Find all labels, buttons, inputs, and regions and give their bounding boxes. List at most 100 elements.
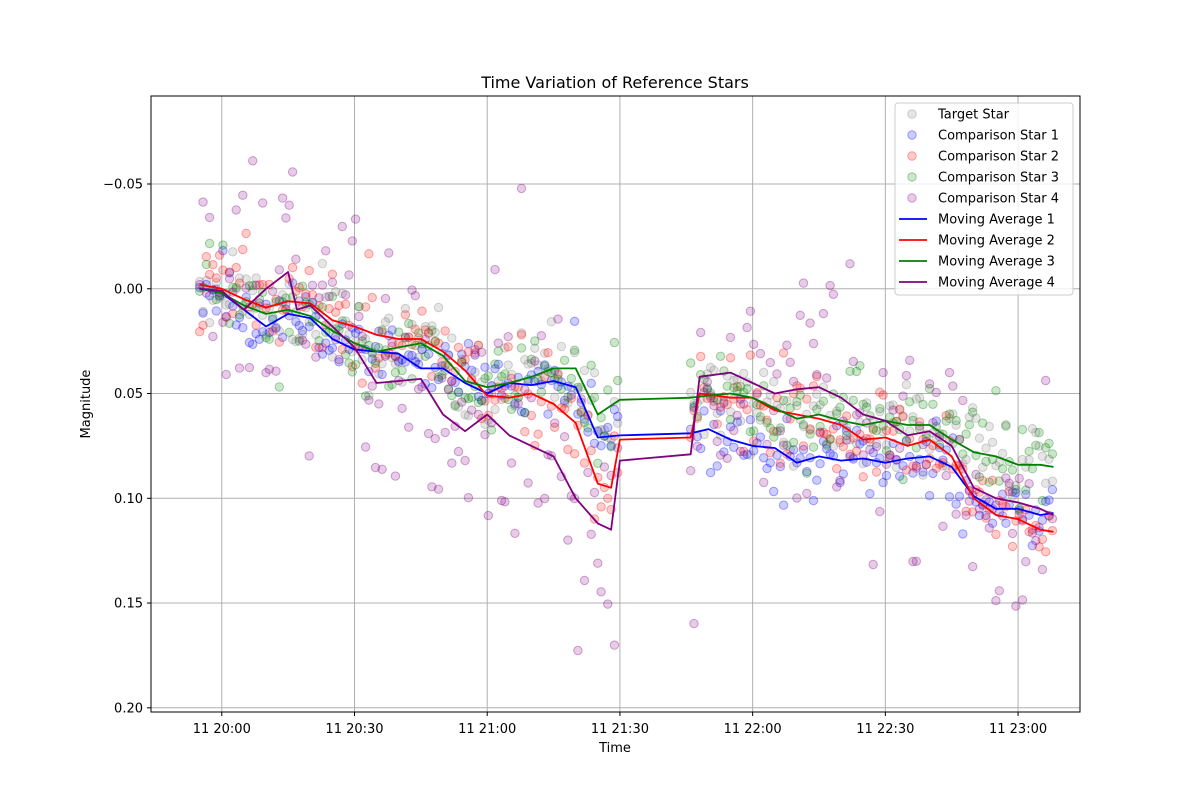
scatter-point [493, 346, 503, 356]
y-tick-label: 0.00 [114, 282, 143, 297]
scatter-point [1041, 496, 1051, 507]
scatter-point [782, 440, 792, 450]
scatter-point [261, 368, 271, 378]
scatter-point [795, 390, 805, 400]
scatter-point [430, 327, 440, 338]
scatter-point [440, 427, 450, 438]
scatter-point [427, 482, 437, 492]
scatter-point [818, 427, 829, 438]
scatter-point [808, 381, 819, 391]
scatter-point [895, 404, 905, 414]
scatter-point [759, 367, 769, 378]
scatter-point [1011, 484, 1021, 495]
scatter-point [304, 321, 314, 332]
scatter-point [855, 361, 865, 371]
scatter-point [224, 274, 235, 284]
scatter-point [938, 521, 948, 531]
scatter-point [244, 281, 255, 291]
scatter-point [1037, 495, 1048, 506]
scatter-point [556, 341, 566, 352]
scatter-point [931, 416, 941, 426]
scatter-point [871, 467, 882, 477]
scatter-point [344, 270, 354, 280]
scatter-point [559, 432, 570, 442]
scatter-point [218, 240, 228, 250]
scatter-point [284, 327, 294, 337]
scatter-point [258, 198, 268, 208]
scatter-point [808, 495, 819, 506]
scatter-point [851, 366, 862, 377]
scatter-point [221, 300, 231, 310]
scatter-point [755, 348, 766, 359]
scatter-point [238, 323, 248, 333]
scatter-point [845, 449, 855, 459]
y-axis-ticks: −0.05 0.00 0.05 0.10 0.15 0.20 [103, 178, 151, 716]
scatter-point [450, 399, 460, 410]
scatter-point [347, 367, 357, 377]
legend-marker [907, 151, 917, 161]
chart-title: Time Variation of Reference Stars [480, 73, 749, 92]
scatter-point [792, 400, 802, 411]
scatter-point [908, 468, 918, 478]
scatter-point [367, 354, 377, 364]
scatter-point [878, 421, 888, 431]
scatter-point [317, 258, 328, 269]
scatter-point [881, 470, 892, 481]
scatter-point [593, 558, 603, 568]
scatter-point [443, 384, 454, 395]
scatter-point [586, 529, 596, 539]
scatter-point [244, 337, 255, 348]
scatter-point [729, 425, 739, 436]
scatter-point [234, 278, 245, 288]
scatter-point [463, 411, 474, 421]
scatter-point [397, 403, 407, 413]
scatter-point [822, 429, 832, 440]
scatter-point [400, 310, 411, 320]
scatter-point [609, 640, 620, 650]
scatter-point [473, 397, 484, 408]
scatter-point [958, 395, 968, 406]
y-axis-label: Magnitude [79, 370, 94, 439]
scatter-point [818, 396, 829, 406]
scatter-point [360, 391, 371, 401]
scatter-point [423, 349, 434, 359]
scatter-point [968, 561, 978, 572]
plot-frame [150, 95, 1081, 713]
scatter-point [331, 286, 341, 297]
scatter-point [370, 462, 381, 473]
scatter-point [699, 406, 709, 416]
scatter-point [281, 213, 291, 223]
scatter-point [420, 322, 430, 332]
scatter-point [241, 274, 251, 284]
scatter-point [772, 369, 782, 379]
scatter-point [546, 317, 557, 327]
scatter-point [427, 371, 437, 381]
scatter-point [344, 358, 354, 368]
scatter-point [559, 355, 570, 365]
scatter-point [822, 444, 832, 454]
scatter-point [928, 399, 938, 409]
scatter-point [725, 353, 736, 363]
scatter-point [477, 347, 487, 357]
scatter-point [908, 556, 918, 567]
scatter-point [725, 415, 736, 425]
scatter-point [901, 380, 912, 390]
scatter-point [340, 350, 351, 360]
scatter-point [785, 445, 795, 455]
scatter-point [812, 475, 822, 485]
legend-marker [907, 193, 917, 203]
scatter-point [987, 518, 998, 528]
scatter-point [1004, 478, 1014, 488]
scatter-point [599, 425, 610, 435]
scatter-point [769, 377, 779, 387]
scatter-point [380, 317, 391, 327]
scatter-point [1041, 443, 1051, 453]
scatter-point [437, 357, 447, 367]
scatter-point [878, 367, 888, 378]
scatter-point [841, 430, 852, 441]
y-tick-label: 0.10 [114, 492, 143, 507]
scatter-point [277, 290, 288, 300]
scatter-point [533, 360, 543, 370]
scatter-point [304, 451, 314, 461]
